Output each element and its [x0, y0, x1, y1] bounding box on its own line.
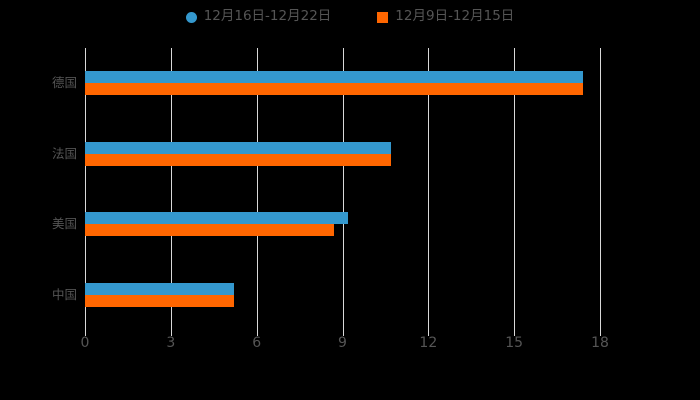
- legend-square-marker-icon: [377, 11, 389, 23]
- bar[interactable]: [85, 294, 234, 307]
- plot-area: [85, 48, 601, 330]
- x-tick-label-9: 9: [338, 335, 347, 351]
- gridline-x-9: [342, 48, 344, 330]
- legend-item-previous[interactable]: 12月9日-12月15日: [377, 10, 514, 24]
- bar[interactable]: [85, 224, 334, 237]
- gridline-x-0: [85, 48, 86, 330]
- y-axis-label-1: 法国: [51, 145, 77, 161]
- legend-label-current: 12月16日-12月22日: [203, 8, 332, 25]
- legend-circle-marker-icon: [185, 11, 197, 23]
- bar[interactable]: [85, 71, 583, 84]
- legend-label-previous: 12月9日-12月15日: [395, 8, 515, 25]
- chart-legend: 12月16日-12月22日 12月9日-12月15日: [0, 5, 700, 29]
- y-axis-label-2: 美国: [51, 216, 77, 232]
- x-tick-label-6: 6: [252, 335, 262, 351]
- gridline-x-12: [428, 48, 430, 330]
- x-tick-mark-9: [342, 330, 344, 336]
- bar[interactable]: [85, 212, 349, 225]
- x-tick-label-18: 18: [591, 335, 609, 351]
- bar-group: [85, 141, 600, 166]
- x-tick-label-12: 12: [419, 335, 438, 351]
- x-tick-mark-18: [600, 330, 601, 336]
- gridline-x-15: [514, 48, 516, 330]
- bar[interactable]: [85, 141, 392, 154]
- x-tick-mark-3: [170, 330, 172, 336]
- x-tick-mark-12: [428, 330, 430, 336]
- bar-group: [85, 212, 600, 237]
- gridline-x-6: [256, 48, 258, 330]
- bar[interactable]: [85, 282, 234, 295]
- gridline-x-3: [170, 48, 172, 330]
- bar-group: [85, 71, 600, 96]
- x-tick-label-3: 3: [166, 335, 176, 351]
- gridline-x-18: [600, 48, 601, 330]
- legend-item-current[interactable]: 12月16日-12月22日: [185, 8, 332, 25]
- x-tick-label-0: 0: [80, 335, 90, 351]
- y-axis-label-0: 德国: [51, 75, 77, 91]
- bar[interactable]: [85, 83, 583, 96]
- x-tick-mark-15: [514, 330, 516, 336]
- x-tick-label-15: 15: [505, 335, 524, 351]
- bar[interactable]: [85, 153, 392, 166]
- bar-group: [85, 282, 600, 307]
- x-tick-mark-0: [85, 330, 86, 336]
- y-axis-label-3: 中国: [51, 286, 77, 302]
- x-tick-mark-6: [256, 330, 258, 336]
